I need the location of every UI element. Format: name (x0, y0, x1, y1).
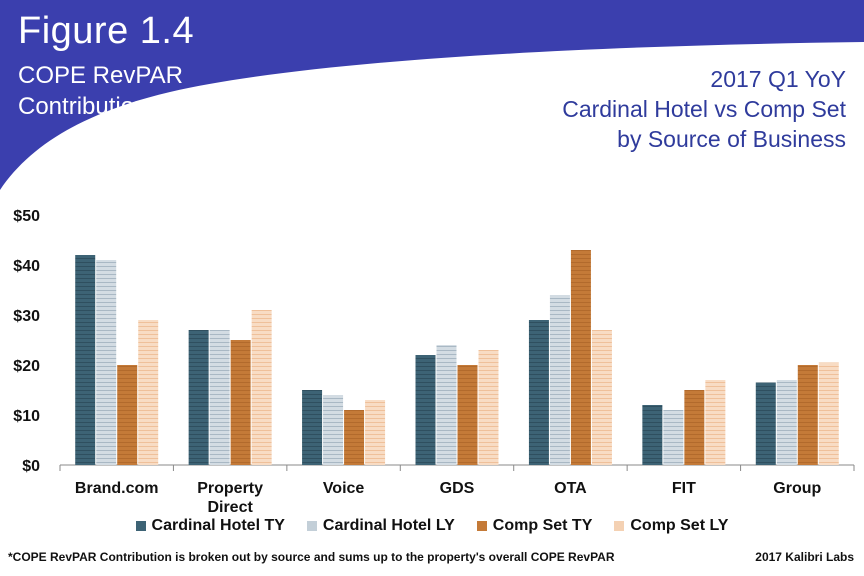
axes-layer (59, 464, 855, 471)
footnote: *COPE RevPAR Contribution is broken out … (8, 550, 854, 564)
bar-0-2 (302, 390, 323, 465)
legend-swatch (614, 521, 625, 531)
legend-swatch (135, 521, 146, 531)
legend-swatch (306, 521, 317, 531)
bar-2-2 (344, 410, 365, 465)
bar-2-3 (457, 365, 478, 465)
bar-1-3 (436, 345, 457, 465)
legend: Cardinal Hotel TY Cardinal Hotel LY Comp S… (0, 517, 864, 535)
legend-label: Cardinal Hotel LY (322, 517, 455, 534)
legend-item: Cardinal Hotel TY (135, 517, 285, 535)
bar-1-2 (323, 395, 344, 465)
x-tick-label: Group (773, 480, 821, 497)
chart-title-line-2: Cardinal Hotel vs Comp Set (562, 96, 846, 122)
bar-1-4 (549, 295, 570, 465)
legend-item: Comp Set TY (476, 517, 593, 535)
legend-label: Comp Set LY (630, 517, 729, 534)
y-tick-label: $10 (13, 408, 40, 425)
bar-1-1 (209, 330, 230, 465)
figure-label: Figure 1.4 (18, 10, 195, 52)
y-tick-label: $20 (13, 358, 40, 375)
y-tick-label: $40 (13, 258, 40, 275)
x-tick-label: GDS (440, 480, 475, 497)
figure-subtitle-line-2: Contribution (18, 93, 148, 120)
labels-layer: $0 $10 $20 $30 $40 $50 Brand.com Property Direct… (13, 208, 821, 512)
figure-subtitle-line-1: COPE RevPAR (18, 62, 183, 89)
legend-label: Cardinal Hotel TY (151, 517, 285, 534)
y-tick-label: $30 (13, 308, 40, 325)
bar-1-5 (663, 410, 684, 465)
bar-2-5 (684, 390, 705, 465)
footnote-text: *COPE RevPAR Contribution is broken out … (8, 550, 615, 564)
bar-2-1 (230, 340, 251, 465)
bar-1-6 (776, 380, 797, 465)
bar-0-1 (188, 330, 209, 465)
figure-subtitle: COPE RevPAR Contribution (18, 60, 183, 122)
legend-item: Comp Set LY (614, 517, 728, 535)
legend-item: Cardinal Hotel LY (306, 517, 455, 535)
x-tick-label: Brand.com (75, 480, 159, 497)
bar-0-6 (755, 382, 776, 465)
bar-chart: $0 $10 $20 $30 $40 $50 Brand.com Property Direct… (13, 208, 855, 512)
x-tick-label: Property (197, 480, 263, 497)
chart-title: 2017 Q1 YoY Cardinal Hotel vs Comp Set b… (562, 64, 846, 154)
bar-3-1 (251, 310, 272, 465)
header-band-shape (0, 0, 864, 190)
header-band (0, 0, 864, 190)
footnote-credit: 2017 Kalibri Labs (755, 550, 854, 564)
bar-0-3 (415, 355, 436, 465)
bar-3-4 (591, 330, 612, 465)
chart-title-line-1: 2017 Q1 YoY (710, 66, 846, 92)
bars-layer (75, 250, 839, 465)
bar-3-3 (478, 350, 499, 465)
bar-3-5 (705, 380, 726, 465)
bar-3-6 (818, 362, 839, 465)
bar-2-4 (570, 250, 591, 465)
legend-label: Comp Set TY (492, 517, 593, 534)
y-tick-label: $50 (13, 208, 40, 225)
bar-3-2 (365, 400, 386, 465)
legend-swatch (476, 521, 487, 531)
bar-3-0 (138, 320, 159, 465)
bar-0-4 (528, 320, 549, 465)
x-tick-label: OTA (554, 480, 587, 497)
bar-2-0 (117, 365, 138, 465)
chart-title-line-3: by Source of Business (617, 126, 846, 152)
bar-2-6 (797, 365, 818, 465)
x-tick-label: Direct (207, 499, 253, 512)
x-tick-label: Voice (323, 480, 365, 497)
bar-0-5 (642, 405, 663, 465)
bar-1-0 (96, 260, 117, 465)
y-tick-label: $0 (22, 458, 40, 475)
bar-0-0 (75, 255, 96, 465)
x-tick-label: FIT (672, 480, 696, 497)
